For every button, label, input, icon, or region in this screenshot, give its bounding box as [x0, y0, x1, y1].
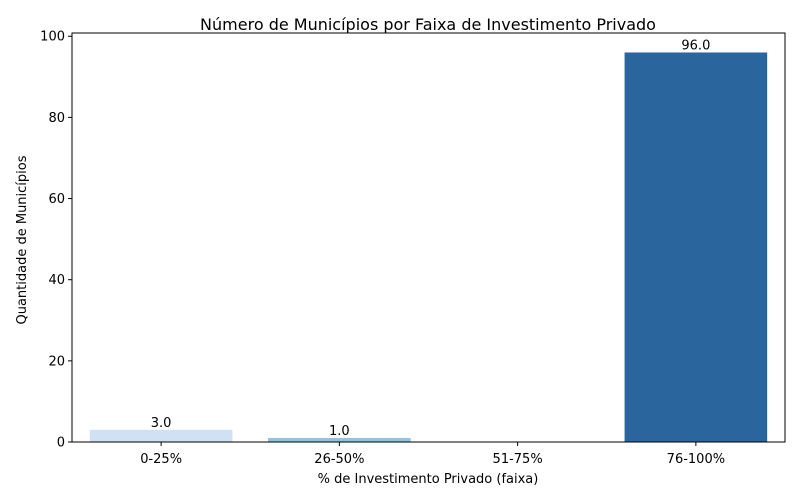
data-label-26-50pct: 1.0: [329, 424, 350, 439]
bar-26-50pct: [268, 437, 411, 442]
x-tick-label: 0-25%: [140, 452, 182, 467]
data-labels-group: 3.0 1.0 96.0: [151, 38, 711, 438]
bar-0-25pct: [89, 429, 233, 442]
x-tick-label: 76-100%: [667, 452, 725, 467]
data-label-0-25pct: 3.0: [151, 416, 172, 431]
y-axis-ticks: 0 20 40 60 80 100: [40, 30, 72, 451]
y-axis-label: Quantidade de Municípios: [15, 155, 30, 324]
y-tick-label: 80: [48, 111, 65, 126]
y-tick-label: 20: [48, 354, 65, 369]
data-label-76-100pct: 96.0: [681, 38, 710, 53]
plot-frame: [71, 32, 786, 443]
y-tick-label: 40: [48, 273, 65, 288]
x-axis-ticks: 0-25% 26-50% 51-75% 76-100%: [140, 442, 725, 467]
bar-76-100pct: [624, 52, 768, 442]
x-tick-label: 26-50%: [314, 452, 364, 467]
y-tick-label: 60: [48, 192, 65, 207]
chart-title: Número de Municípios por Faixa de Invest…: [200, 15, 656, 34]
y-tick-label: 100: [40, 30, 65, 45]
x-tick-label: 51-75%: [493, 452, 543, 467]
y-tick-label: 0: [57, 436, 65, 451]
bars-group: [89, 52, 768, 442]
x-axis-label: % de Investimento Privado (faixa): [318, 472, 539, 487]
